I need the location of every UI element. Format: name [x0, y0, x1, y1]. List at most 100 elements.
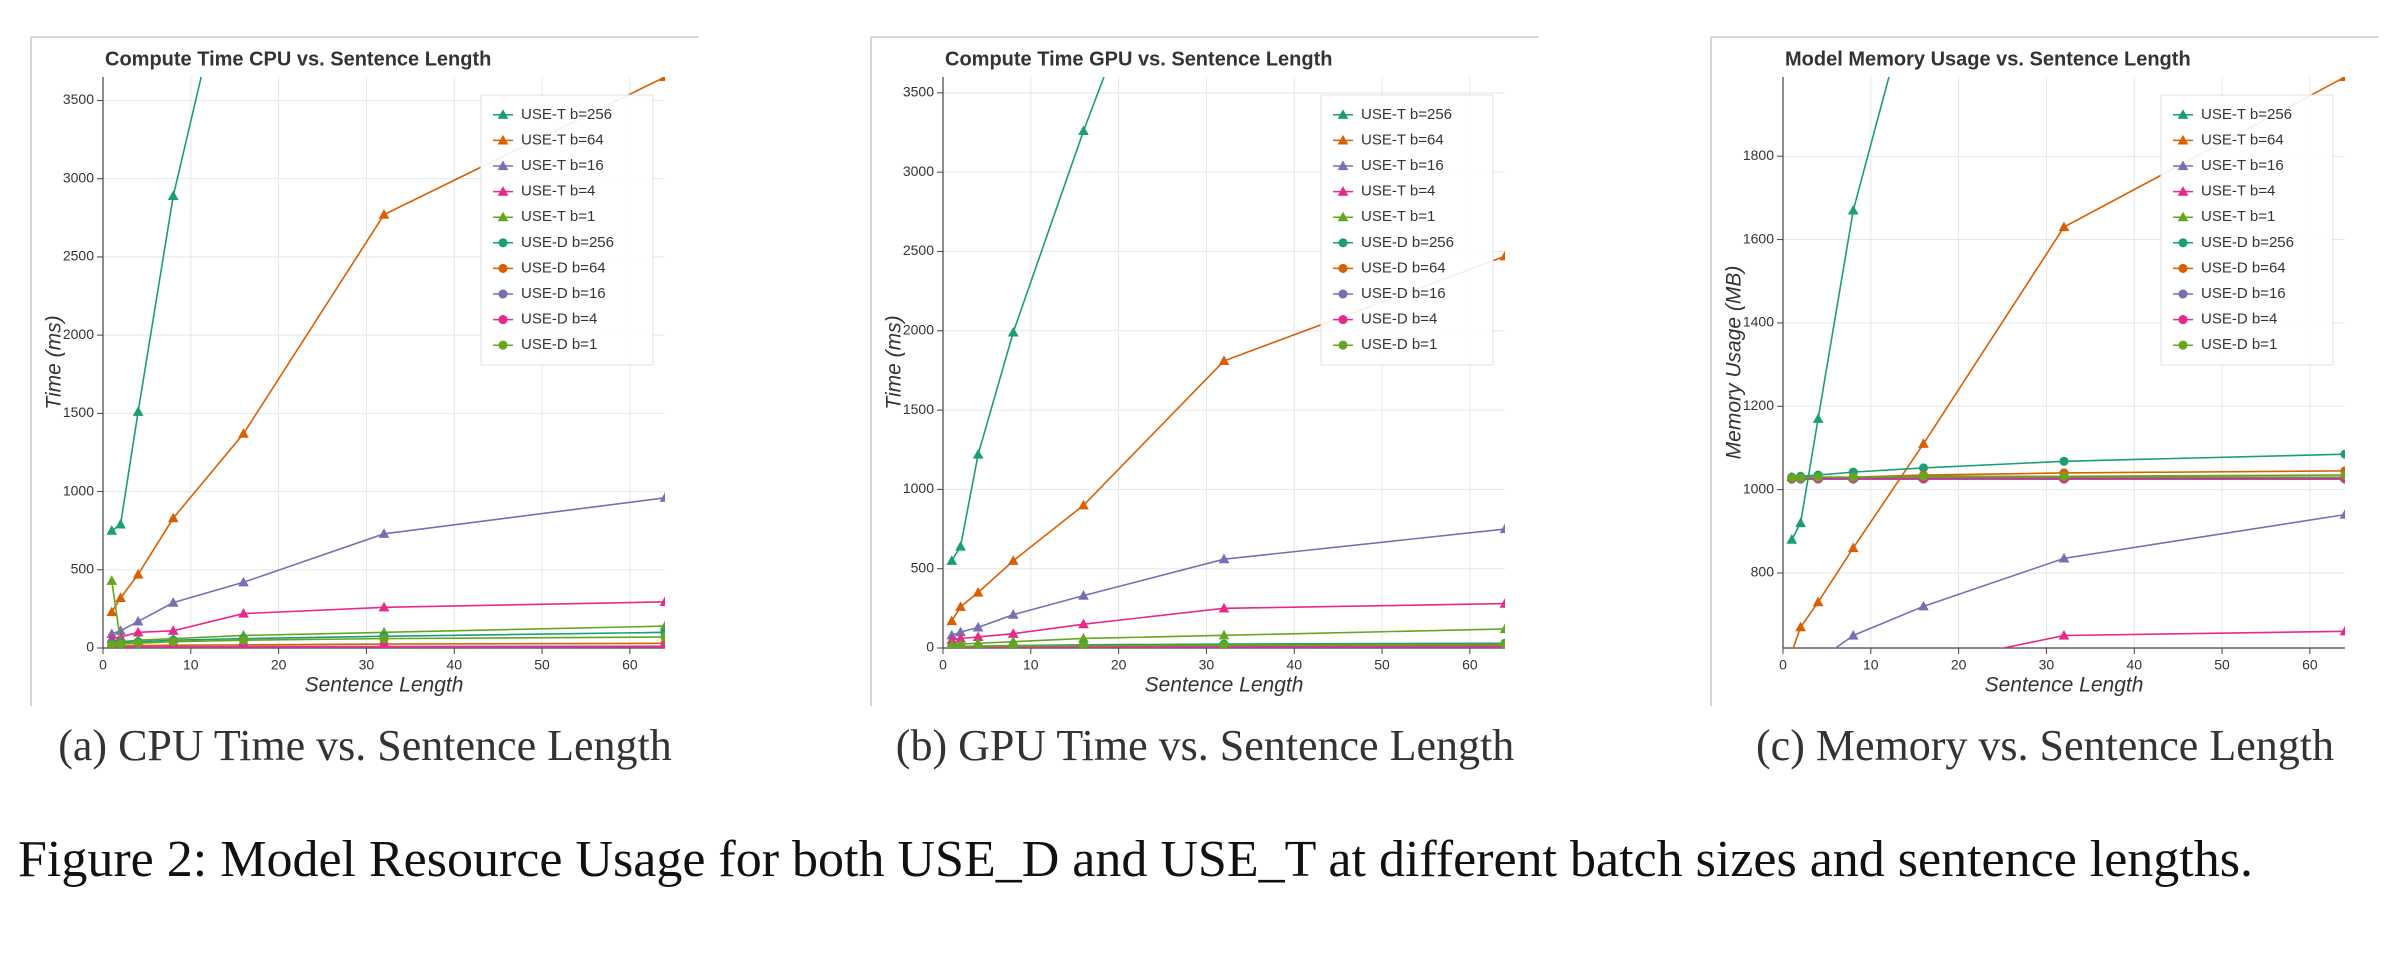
- marker: [659, 620, 665, 631]
- y-tick-label: 1000: [1743, 480, 1774, 496]
- legend-label: USE-T b=16: [521, 157, 604, 174]
- x-tick-label: 0: [1779, 657, 1787, 673]
- marker: [1796, 669, 1805, 677]
- marker: [379, 634, 389, 644]
- subcaption: (c) Memory vs. Sentence Length: [1756, 721, 2334, 770]
- marker: [2178, 238, 2188, 248]
- marker: [1338, 238, 1348, 248]
- marker: [1007, 326, 1019, 337]
- y-axis-label: Time (ms): [883, 315, 906, 409]
- x-tick-label: 60: [622, 657, 638, 673]
- marker: [1218, 629, 1230, 640]
- marker: [379, 642, 389, 648]
- marker: [132, 406, 144, 416]
- x-tick-label: 20: [1951, 657, 1967, 673]
- marker: [1078, 125, 1089, 136]
- marker: [1499, 250, 1505, 261]
- marker: [378, 601, 390, 612]
- marker: [2339, 77, 2345, 82]
- y-tick-label: 0: [86, 639, 94, 655]
- marker: [660, 632, 665, 642]
- y-tick-label: 3000: [903, 163, 934, 179]
- legend-label: USE-T b=1: [2201, 208, 2275, 225]
- x-tick-label: 50: [2214, 657, 2230, 673]
- x-tick-label: 0: [939, 657, 947, 673]
- marker: [1814, 656, 1823, 664]
- series-line: [951, 77, 1105, 562]
- marker: [498, 263, 508, 273]
- plot-area: [946, 77, 1505, 648]
- marker: [972, 448, 984, 459]
- marker: [2058, 629, 2070, 640]
- y-tick-label: 3500: [903, 84, 934, 100]
- series-line: [1791, 77, 1890, 541]
- marker: [107, 640, 117, 648]
- marker: [1918, 438, 1929, 448]
- x-axis-label: Sentence Length: [1145, 674, 1304, 697]
- x-tick-label: 20: [1111, 657, 1127, 673]
- marker: [2177, 109, 2189, 119]
- marker: [2059, 471, 2069, 481]
- marker: [1338, 340, 1348, 350]
- marker: [167, 190, 179, 200]
- chart-title: Compute Time GPU vs. Sentence Length: [945, 48, 1332, 70]
- marker: [497, 134, 509, 145]
- legend-label: USE-D b=1: [521, 336, 597, 353]
- marker: [1812, 413, 1824, 423]
- marker: [659, 77, 665, 82]
- marker: [1337, 160, 1349, 171]
- y-tick-label: 1500: [63, 404, 94, 420]
- marker: [167, 512, 179, 523]
- marker: [2178, 263, 2188, 273]
- marker: [1337, 186, 1349, 196]
- marker: [167, 597, 179, 607]
- x-tick-label: 10: [183, 657, 199, 673]
- marker: [1787, 677, 1796, 685]
- y-tick-label: 2500: [903, 242, 934, 258]
- marker: [1848, 472, 1858, 482]
- y-tick-label: 1200: [1743, 397, 1774, 413]
- legend-label: USE-D b=64: [521, 259, 606, 276]
- legend-label: USE-T b=256: [521, 106, 612, 123]
- marker: [1218, 553, 1230, 564]
- marker: [2177, 211, 2189, 222]
- marker: [378, 528, 390, 538]
- marker: [1812, 596, 1824, 607]
- marker: [1337, 109, 1349, 119]
- legend-label: USE-D b=256: [1361, 234, 1454, 251]
- y-tick-label: 1000: [903, 480, 934, 496]
- marker: [498, 340, 508, 350]
- x-tick-label: 40: [1286, 657, 1302, 673]
- marker: [1078, 641, 1089, 648]
- marker: [115, 592, 126, 603]
- x-tick-label: 0: [99, 657, 107, 673]
- marker: [2058, 221, 2070, 232]
- marker: [106, 575, 118, 585]
- y-axis-label: Memory Usage (MB): [1723, 266, 1746, 460]
- marker: [497, 211, 509, 222]
- marker: [498, 289, 508, 299]
- marker: [1219, 640, 1229, 648]
- marker: [1218, 602, 1230, 613]
- marker: [660, 642, 665, 648]
- marker: [106, 525, 118, 535]
- marker: [1791, 646, 1793, 648]
- marker: [497, 109, 509, 119]
- series-line: [111, 77, 203, 532]
- marker: [956, 642, 966, 648]
- y-tick-label: 0: [926, 639, 934, 655]
- legend-label: USE-T b=4: [2201, 183, 2275, 200]
- marker: [1337, 211, 1349, 222]
- marker: [972, 586, 984, 597]
- marker: [1337, 134, 1349, 145]
- x-tick-label: 20: [271, 657, 287, 673]
- legend-label: USE-T b=64: [1361, 131, 1444, 148]
- y-tick-label: 1500: [903, 401, 934, 417]
- marker: [955, 540, 966, 551]
- marker: [1338, 315, 1348, 325]
- marker: [946, 615, 958, 626]
- y-tick-label: 500: [71, 560, 95, 576]
- marker: [2340, 470, 2345, 480]
- marker: [972, 621, 984, 632]
- series-line: [111, 497, 665, 635]
